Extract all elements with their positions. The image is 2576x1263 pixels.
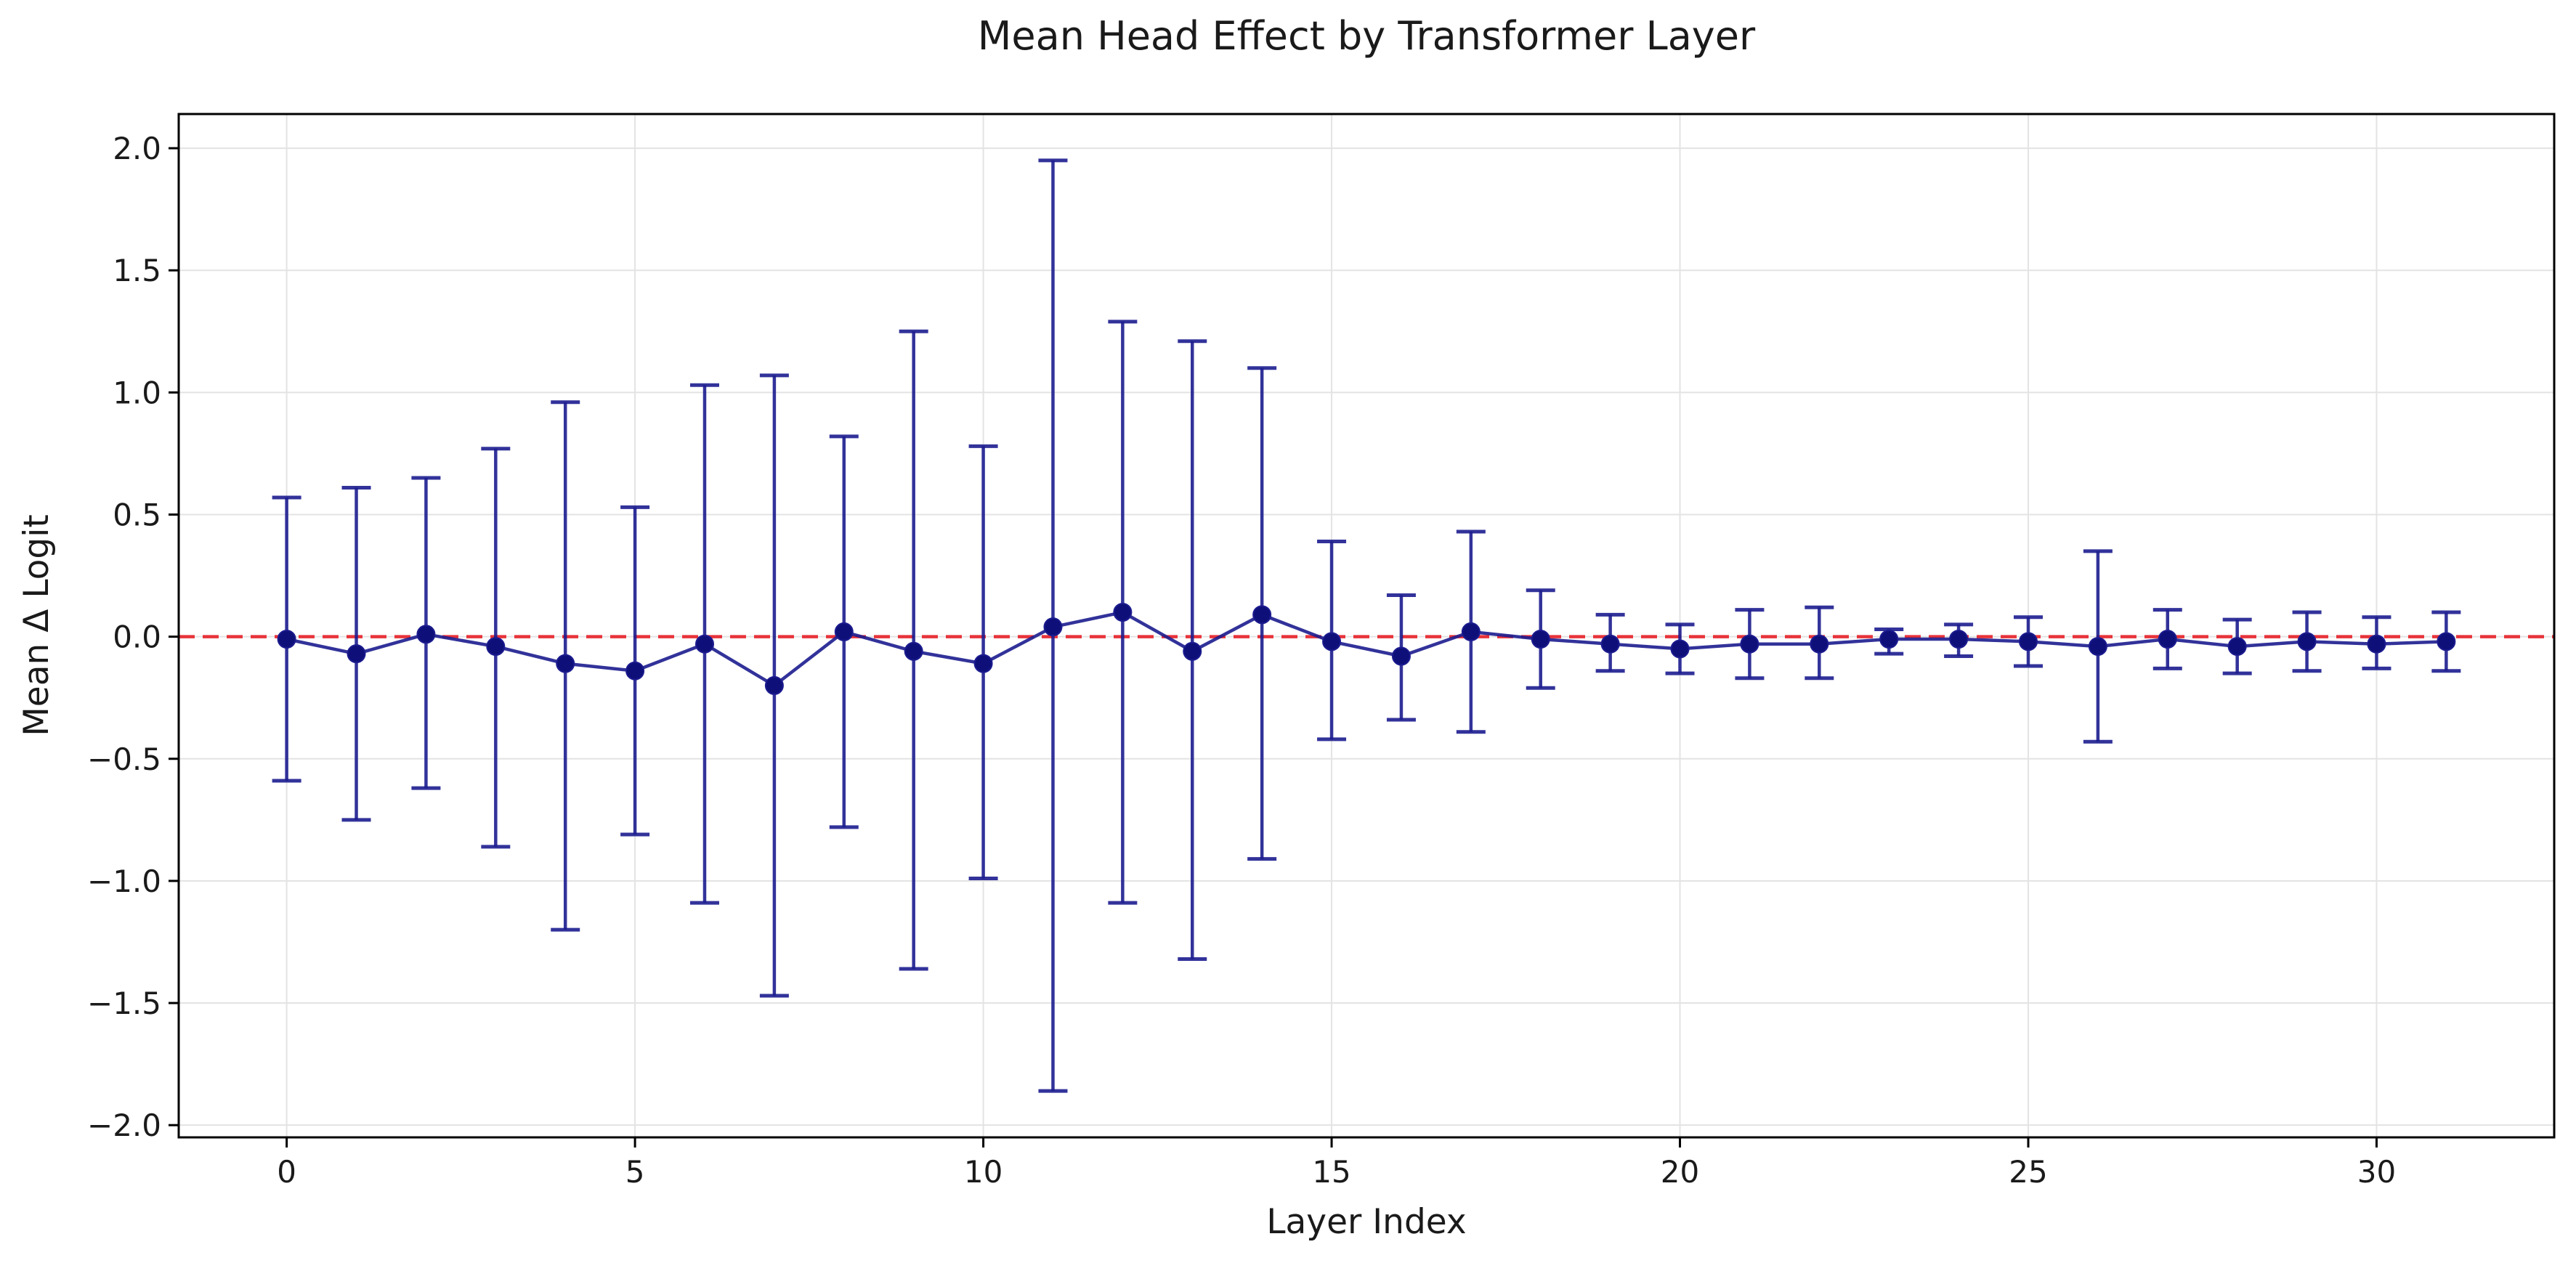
y-axis-label: Mean Δ Logit: [17, 514, 57, 736]
data-point: [1113, 603, 1133, 622]
x-tick-label: 5: [625, 1154, 645, 1190]
y-axis-ticks: −2.0 −1.5 −1.0 −0.5 0.0 0.5 1.0 1.5 2.0: [87, 131, 179, 1143]
y-tick-label: 0.5: [113, 497, 161, 532]
data-point: [1043, 617, 1063, 637]
chart-title: Mean Head Effect by Transformer Layer: [978, 13, 1756, 59]
data-point: [973, 654, 993, 673]
data-point: [1670, 639, 1690, 659]
y-tick-label: −1.5: [87, 986, 161, 1021]
x-tick-label: 15: [1312, 1154, 1350, 1190]
x-axis-ticks: 0 5 10 15 20 25 30: [277, 1137, 2396, 1190]
data-point: [1879, 629, 1899, 649]
y-tick-label: −2.0: [87, 1108, 161, 1143]
data-point: [556, 654, 575, 673]
x-tick-label: 25: [2009, 1154, 2047, 1190]
data-point: [2437, 632, 2456, 651]
data-point: [1391, 646, 1411, 666]
series-markers: [277, 603, 2456, 695]
data-point: [904, 641, 923, 661]
y-tick-label: 1.5: [113, 253, 161, 288]
series-line: [286, 610, 2447, 688]
data-point: [834, 622, 854, 641]
y-tick-label: −1.0: [87, 864, 161, 899]
y-tick-label: 1.0: [113, 375, 161, 410]
y-tick-label: 2.0: [113, 131, 161, 166]
data-point: [2227, 637, 2247, 657]
data-point: [277, 629, 296, 649]
data-point: [1740, 634, 1759, 654]
data-point: [2158, 629, 2177, 649]
data-point: [486, 637, 506, 657]
x-tick-label: 10: [964, 1154, 1003, 1190]
data-point: [1183, 641, 1202, 661]
x-tick-label: 20: [1661, 1154, 1699, 1190]
data-point: [1252, 605, 1272, 625]
y-tick-label: 0.0: [113, 620, 161, 655]
data-point: [347, 644, 366, 664]
data-point: [1949, 629, 1969, 649]
plot-frame: [177, 113, 2556, 1139]
data-point: [695, 634, 715, 654]
x-tick-label: 30: [2357, 1154, 2396, 1190]
data-point: [1810, 634, 1829, 654]
x-axis-label: Layer Index: [1266, 1202, 1466, 1242]
series-line-group: [286, 610, 2447, 688]
data-point: [625, 661, 645, 681]
data-point: [764, 675, 784, 695]
x-tick-label: 0: [277, 1154, 296, 1190]
data-point: [2018, 632, 2038, 651]
data-point: [1600, 634, 1620, 654]
data-point: [1531, 629, 1550, 649]
y-tick-label: −0.5: [87, 742, 161, 777]
data-point: [2297, 632, 2317, 651]
data-point: [1461, 622, 1481, 641]
data-point: [2367, 634, 2386, 654]
data-point: [1322, 632, 1342, 651]
data-point: [2088, 637, 2107, 657]
data-point: [416, 625, 436, 644]
